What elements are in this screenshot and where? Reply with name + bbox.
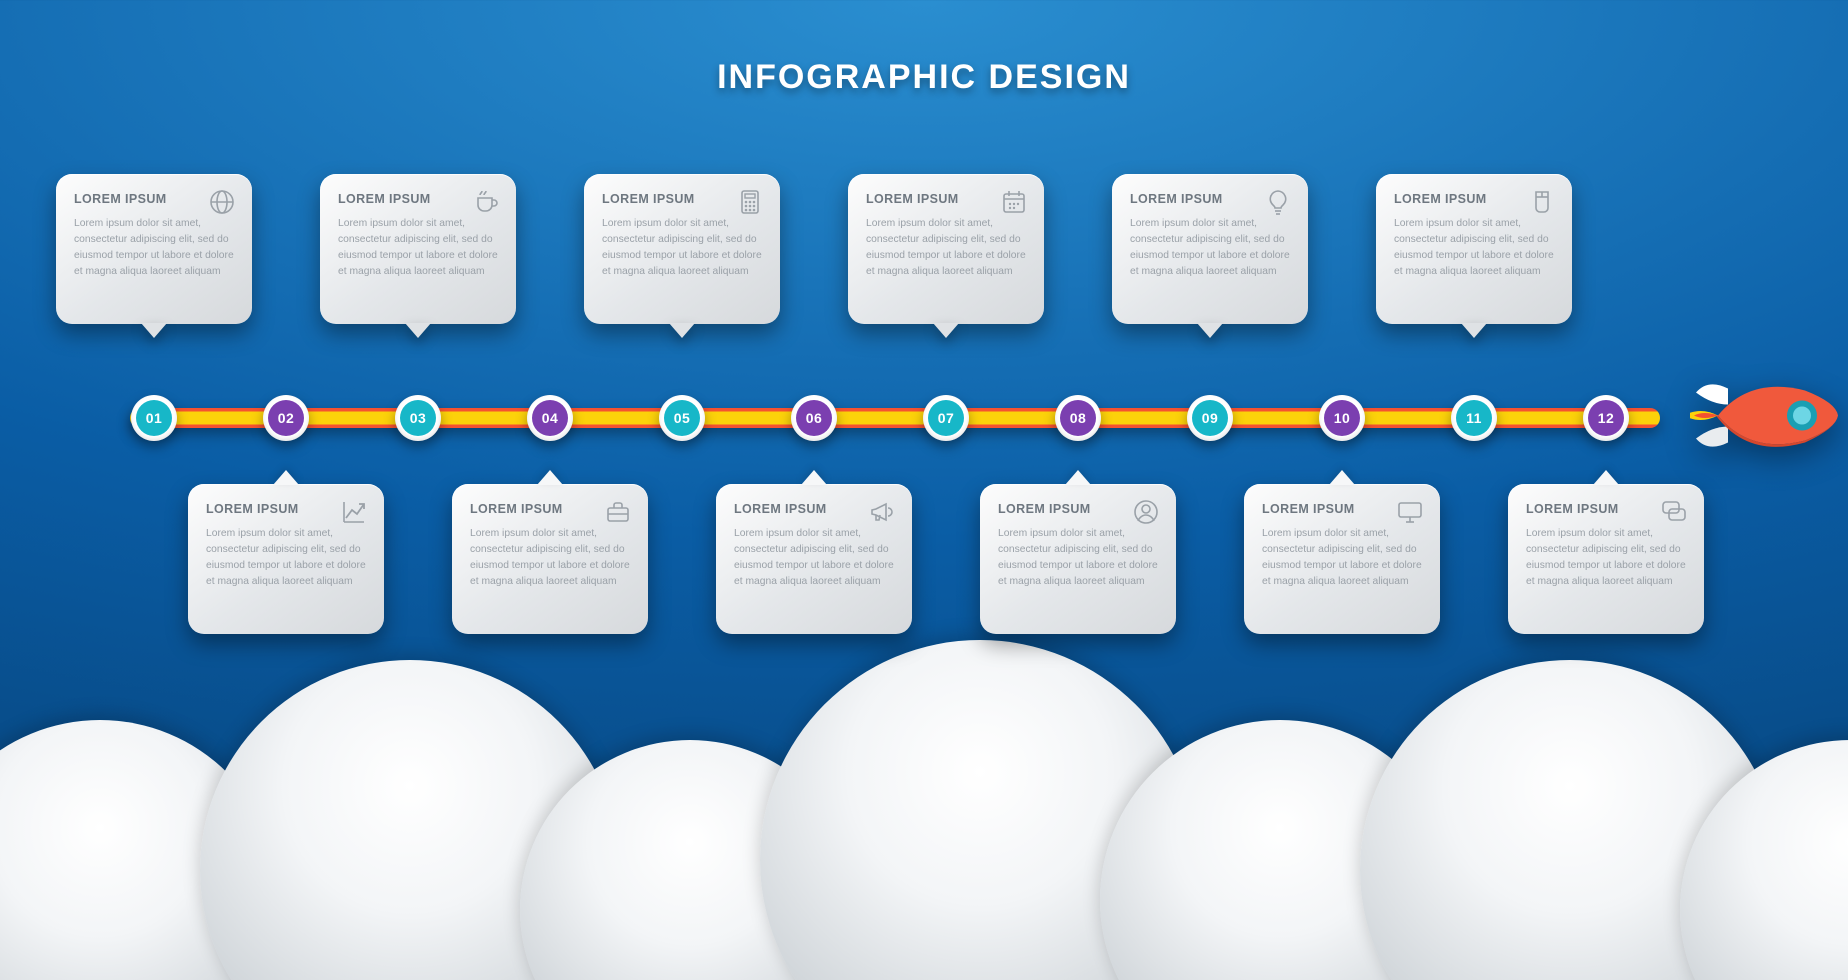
timeline-node-04: 04: [527, 395, 573, 441]
timeline: 01 02 03 04 05 06 07 08 09 10 11 12: [130, 400, 1720, 436]
timeline-card-02: LOREM IPSUMLorem ipsum dolor sit amet, c…: [188, 484, 384, 634]
timeline-card-07: LOREM IPSUMLorem ipsum dolor sit amet, c…: [848, 174, 1044, 324]
globe-icon: [208, 188, 236, 216]
timeline-card-01: LOREM IPSUMLorem ipsum dolor sit amet, c…: [56, 174, 252, 324]
card-body: Lorem ipsum dolor sit amet, consectetur …: [602, 216, 762, 280]
cloud: [760, 640, 1200, 980]
card-body: Lorem ipsum dolor sit amet, consectetur …: [866, 216, 1026, 280]
page-title: INFOGRAPHIC DESIGN: [0, 58, 1848, 97]
rocket-icon: [1690, 371, 1840, 466]
timeline-node-08: 08: [1055, 395, 1101, 441]
timeline-node-05: 05: [659, 395, 705, 441]
calculator-icon: [736, 188, 764, 216]
timeline-card-08: LOREM IPSUMLorem ipsum dolor sit amet, c…: [980, 484, 1176, 634]
card-body: Lorem ipsum dolor sit amet, consectetur …: [1526, 526, 1686, 590]
user-icon: [1132, 498, 1160, 526]
card-body: Lorem ipsum dolor sit amet, consectetur …: [1262, 526, 1422, 590]
timeline-card-06: LOREM IPSUMLorem ipsum dolor sit amet, c…: [716, 484, 912, 634]
timeline-node-number: 11: [1456, 400, 1492, 436]
card-body: Lorem ipsum dolor sit amet, consectetur …: [1394, 216, 1554, 280]
timeline-node-06: 06: [791, 395, 837, 441]
coffee-icon: [472, 188, 500, 216]
timeline-card-11: LOREM IPSUMLorem ipsum dolor sit amet, c…: [1376, 174, 1572, 324]
clouds: [0, 770, 1848, 980]
timeline-card-04: LOREM IPSUMLorem ipsum dolor sit amet, c…: [452, 484, 648, 634]
rocket-trail: [130, 408, 1660, 428]
timeline-node-12: 12: [1583, 395, 1629, 441]
card-body: Lorem ipsum dolor sit amet, consectetur …: [734, 526, 894, 590]
timeline-card-10: LOREM IPSUMLorem ipsum dolor sit amet, c…: [1244, 484, 1440, 634]
megaphone-icon: [868, 498, 896, 526]
card-body: Lorem ipsum dolor sit amet, consectetur …: [998, 526, 1158, 590]
timeline-node-number: 01: [136, 400, 172, 436]
timeline-node-03: 03: [395, 395, 441, 441]
timeline-node-01: 01: [131, 395, 177, 441]
timeline-node-number: 02: [268, 400, 304, 436]
card-body: Lorem ipsum dolor sit amet, consectetur …: [1130, 216, 1290, 280]
card-body: Lorem ipsum dolor sit amet, consectetur …: [206, 526, 366, 590]
timeline-card-03: LOREM IPSUMLorem ipsum dolor sit amet, c…: [320, 174, 516, 324]
timeline-card-12: LOREM IPSUMLorem ipsum dolor sit amet, c…: [1508, 484, 1704, 634]
bulb-icon: [1264, 188, 1292, 216]
timeline-node-number: 10: [1324, 400, 1360, 436]
timeline-node-number: 05: [664, 400, 700, 436]
cloud: [1680, 740, 1848, 980]
cup-icon: [1528, 188, 1556, 216]
timeline-card-05: LOREM IPSUMLorem ipsum dolor sit amet, c…: [584, 174, 780, 324]
timeline-node-number: 04: [532, 400, 568, 436]
calendar-icon: [1000, 188, 1028, 216]
briefcase-icon: [604, 498, 632, 526]
card-body: Lorem ipsum dolor sit amet, consectetur …: [338, 216, 498, 280]
cloud: [0, 720, 280, 980]
timeline-node-07: 07: [923, 395, 969, 441]
cloud: [1100, 720, 1460, 980]
cloud: [200, 660, 620, 980]
timeline-node-02: 02: [263, 395, 309, 441]
timeline-node-number: 06: [796, 400, 832, 436]
timeline-node-number: 03: [400, 400, 436, 436]
timeline-node-number: 07: [928, 400, 964, 436]
timeline-node-number: 08: [1060, 400, 1096, 436]
card-body: Lorem ipsum dolor sit amet, consectetur …: [470, 526, 630, 590]
timeline-node-11: 11: [1451, 395, 1497, 441]
monitor-icon: [1396, 498, 1424, 526]
chat-icon: [1660, 498, 1688, 526]
timeline-node-number: 12: [1588, 400, 1624, 436]
timeline-node-10: 10: [1319, 395, 1365, 441]
timeline-card-09: LOREM IPSUMLorem ipsum dolor sit amet, c…: [1112, 174, 1308, 324]
chart-icon: [340, 498, 368, 526]
cloud: [1360, 660, 1780, 980]
timeline-node-number: 09: [1192, 400, 1228, 436]
cloud: [520, 740, 860, 980]
card-body: Lorem ipsum dolor sit amet, consectetur …: [74, 216, 234, 280]
timeline-node-09: 09: [1187, 395, 1233, 441]
